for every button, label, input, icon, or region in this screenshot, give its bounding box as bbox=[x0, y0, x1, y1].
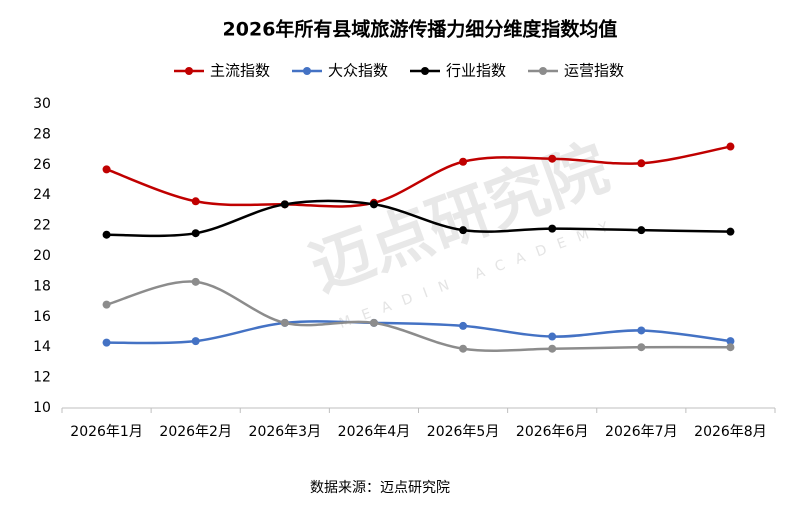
y-tick-label: 12 bbox=[33, 370, 51, 386]
data-point bbox=[102, 165, 111, 174]
data-point bbox=[102, 338, 111, 347]
series-line bbox=[106, 145, 731, 208]
legend-label: 运营指数 bbox=[564, 62, 624, 80]
data-point bbox=[280, 318, 289, 327]
legend-marker bbox=[185, 67, 193, 75]
y-tick-label: 16 bbox=[33, 309, 51, 325]
series-line bbox=[106, 199, 731, 238]
data-point bbox=[191, 277, 200, 286]
data-point bbox=[459, 344, 468, 353]
data-point bbox=[191, 229, 200, 238]
x-tick-label: 2026年8月 bbox=[694, 424, 767, 440]
data-point bbox=[548, 344, 557, 353]
legend-label: 主流指数 bbox=[210, 62, 270, 80]
x-tick-label: 2026年3月 bbox=[249, 424, 322, 440]
y-tick-label: 20 bbox=[33, 248, 51, 264]
y-tick-label: 26 bbox=[33, 157, 51, 173]
data-point bbox=[548, 224, 557, 233]
data-point bbox=[280, 200, 289, 209]
x-tick-label: 2026年5月 bbox=[427, 424, 500, 440]
chart-title: 2026年所有县域旅游传播力细分维度指数均值 bbox=[223, 18, 618, 41]
data-point bbox=[191, 337, 200, 346]
data-point bbox=[369, 318, 378, 327]
x-tick-label: 2026年2月 bbox=[159, 424, 232, 440]
legend-marker bbox=[539, 67, 547, 75]
data-point bbox=[637, 226, 646, 235]
data-point bbox=[726, 337, 735, 346]
legend-label: 大众指数 bbox=[328, 62, 388, 80]
x-tick-label: 2026年7月 bbox=[605, 424, 678, 440]
source-note: 数据来源：迈点研究院 bbox=[310, 480, 450, 496]
data-point bbox=[637, 159, 646, 168]
data-point bbox=[459, 157, 468, 166]
data-point bbox=[726, 343, 735, 352]
data-point bbox=[548, 154, 557, 163]
legend-marker bbox=[421, 67, 429, 75]
data-point bbox=[459, 321, 468, 330]
y-tick-label: 30 bbox=[33, 96, 51, 112]
data-point bbox=[726, 227, 735, 236]
data-point bbox=[369, 200, 378, 209]
data-point bbox=[726, 142, 735, 151]
y-tick-label: 18 bbox=[33, 278, 51, 294]
legend-marker bbox=[303, 67, 311, 75]
data-point bbox=[191, 197, 200, 206]
y-tick-label: 14 bbox=[33, 339, 51, 355]
data-point bbox=[548, 332, 557, 341]
y-tick-label: 28 bbox=[33, 126, 51, 142]
data-point bbox=[459, 226, 468, 235]
x-tick-label: 2026年6月 bbox=[516, 424, 589, 440]
data-point bbox=[637, 343, 646, 352]
series-line bbox=[106, 320, 731, 345]
y-tick-label: 22 bbox=[33, 218, 51, 234]
data-point bbox=[637, 326, 646, 335]
x-tick-label: 2026年4月 bbox=[338, 424, 411, 440]
legend-label: 行业指数 bbox=[446, 62, 506, 80]
x-tick-label: 2026年1月 bbox=[70, 424, 143, 440]
data-point bbox=[102, 300, 111, 309]
y-tick-label: 24 bbox=[33, 187, 51, 203]
y-tick-label: 10 bbox=[33, 400, 51, 416]
series-line bbox=[106, 280, 731, 352]
data-point bbox=[102, 230, 111, 239]
